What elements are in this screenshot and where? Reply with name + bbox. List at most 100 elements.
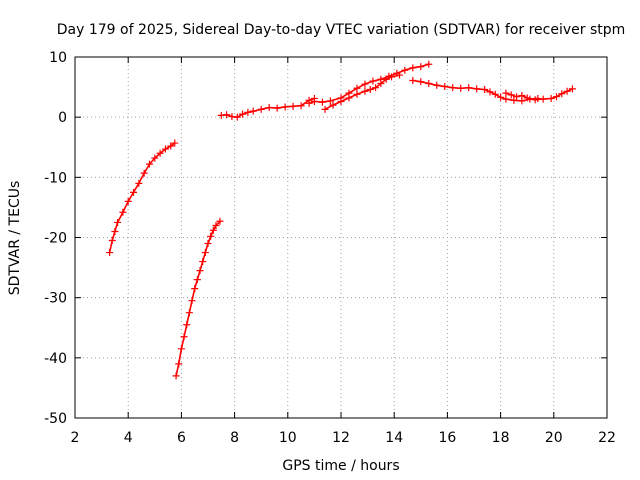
x-tick-labels: 2 4 6 8 10 12 14 16 18 20 22 <box>71 430 616 446</box>
data-point <box>156 149 164 157</box>
data-point <box>539 95 547 103</box>
data-point <box>318 98 326 106</box>
data-point <box>106 249 114 257</box>
data-point <box>388 73 396 81</box>
x-tick-label: 18 <box>492 430 510 446</box>
data-point <box>465 84 473 92</box>
data-point <box>223 111 231 119</box>
data-point <box>326 97 334 105</box>
data-point <box>433 81 441 89</box>
data-point <box>361 80 369 88</box>
data-point <box>449 84 457 92</box>
data-point <box>216 217 224 225</box>
data-point <box>510 96 518 104</box>
data-point <box>345 94 353 102</box>
data-point <box>108 237 116 245</box>
data-point <box>417 63 425 71</box>
data-point <box>257 105 265 113</box>
y-tick-label: -30 <box>44 291 67 307</box>
x-tick-label: 22 <box>598 430 616 446</box>
x-tick-label: 4 <box>124 430 133 446</box>
series-arc-2 <box>172 217 224 380</box>
data-point <box>563 87 571 95</box>
data-point <box>425 60 433 68</box>
data-point <box>161 145 169 153</box>
data-point <box>119 208 127 216</box>
data-point <box>217 111 225 119</box>
data-point <box>513 93 521 101</box>
x-tick-label: 10 <box>279 430 297 446</box>
series-arc-6 <box>409 76 542 105</box>
series-line <box>324 74 400 111</box>
data-point <box>486 88 494 96</box>
series-line <box>308 63 430 105</box>
data-point <box>183 321 191 329</box>
data-point <box>305 99 313 107</box>
data-point <box>171 139 179 147</box>
data-point <box>396 71 404 79</box>
y-tick-label: 0 <box>58 110 67 126</box>
series-arc-7 <box>502 85 576 104</box>
data-point <box>321 105 329 113</box>
data-point <box>568 85 576 93</box>
data-point <box>558 90 566 98</box>
y-axis-label: SDTVAR / TECUs <box>7 181 23 296</box>
data-point <box>552 93 560 101</box>
data-point <box>207 232 215 240</box>
data-point <box>233 113 241 121</box>
x-axis-label: GPS time / hours <box>282 458 399 474</box>
data-point <box>507 91 515 99</box>
plot-frame <box>74 56 608 419</box>
y-tick-label: 10 <box>49 50 67 66</box>
x-tick-label: 12 <box>332 430 350 446</box>
data-point <box>209 226 217 234</box>
data-point <box>199 258 207 266</box>
data-point <box>547 95 555 103</box>
data-point <box>531 96 539 104</box>
data-point <box>481 85 489 93</box>
data-point <box>151 154 159 162</box>
data-point <box>114 218 122 226</box>
data-point <box>502 95 510 103</box>
x-tick-label: 8 <box>230 430 239 446</box>
y-tick-label: -10 <box>44 170 67 186</box>
data-point <box>372 84 380 92</box>
data-point <box>130 188 138 196</box>
data-point <box>401 66 409 74</box>
data-point <box>457 84 465 92</box>
y-tick-labels: -50 -40 -30 -20 -10 0 10 <box>44 50 67 427</box>
data-point <box>188 297 196 305</box>
data-point <box>502 89 510 97</box>
data-point <box>273 104 281 112</box>
y-tick-label: -40 <box>44 351 67 367</box>
x-tick-label: 20 <box>545 430 563 446</box>
data-point <box>191 285 199 293</box>
data-point <box>417 78 425 86</box>
data-point <box>289 102 297 110</box>
x-tick-label: 6 <box>177 430 186 446</box>
data-point <box>382 75 390 83</box>
chart-title: Day 179 of 2025, Sidereal Day-to-day VTE… <box>57 22 626 38</box>
data-point <box>491 90 499 98</box>
data-point <box>124 197 132 205</box>
data-point <box>140 169 148 177</box>
data-point <box>145 160 153 168</box>
data-point <box>329 101 337 109</box>
y-tick-label: -50 <box>44 411 67 427</box>
data-point <box>310 98 318 106</box>
data-point <box>196 267 204 275</box>
data-point <box>204 240 212 248</box>
series-arc-5 <box>321 71 404 113</box>
data-point <box>193 276 201 284</box>
series-line <box>108 142 176 253</box>
series-arc-1 <box>106 139 179 257</box>
x-tick-label: 14 <box>385 430 403 446</box>
data-point <box>185 309 193 317</box>
data-point <box>523 94 531 102</box>
data-point <box>228 113 236 121</box>
data-point <box>265 104 273 112</box>
x-tick-label: 16 <box>438 430 456 446</box>
series-line <box>175 220 221 377</box>
data-point <box>281 103 289 111</box>
data-point <box>175 360 183 368</box>
